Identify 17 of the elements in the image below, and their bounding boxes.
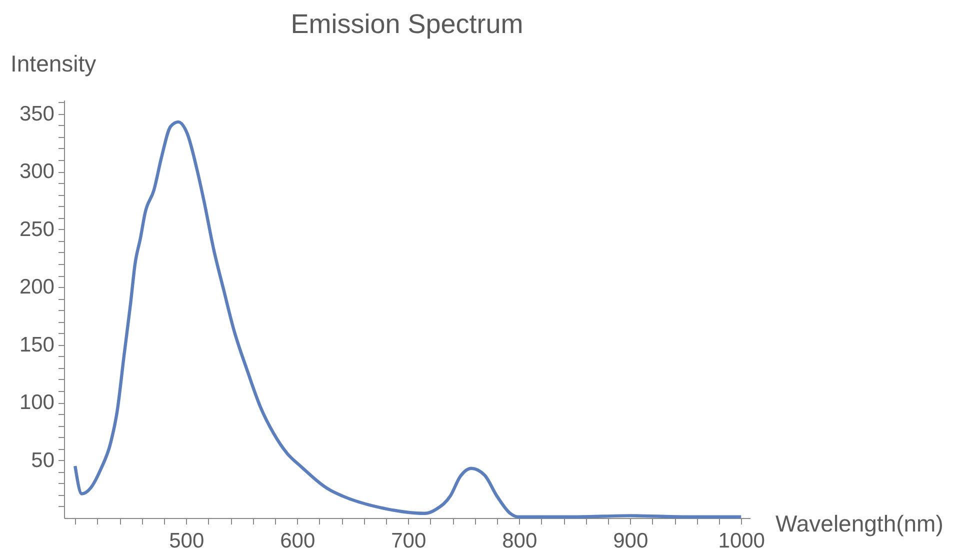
x-tick-label: 500 (169, 530, 204, 552)
chart-title: Emission Spectrum (290, 9, 524, 39)
x-axis-title: Wavelength(nm) (776, 510, 944, 536)
y-tick-label: 300 (19, 160, 54, 184)
line-series (74, 120, 743, 518)
x-tick-label: 800 (502, 530, 538, 552)
x-tick-label: 1000 (718, 530, 765, 552)
x-tick-label: 700 (391, 530, 426, 552)
y-tick-label: 150 (19, 333, 54, 356)
y-tick-label: 200 (19, 276, 54, 299)
y-tick-label: 350 (19, 102, 54, 126)
y-axis-title: Intensity (10, 50, 97, 76)
y-tick-label: 250 (19, 218, 54, 241)
y-tick-label: 100 (19, 391, 54, 414)
x-tick-label: 900 (613, 530, 648, 552)
x-tick-label: 600 (280, 530, 316, 552)
y-tick-label: 50 (31, 448, 54, 472)
